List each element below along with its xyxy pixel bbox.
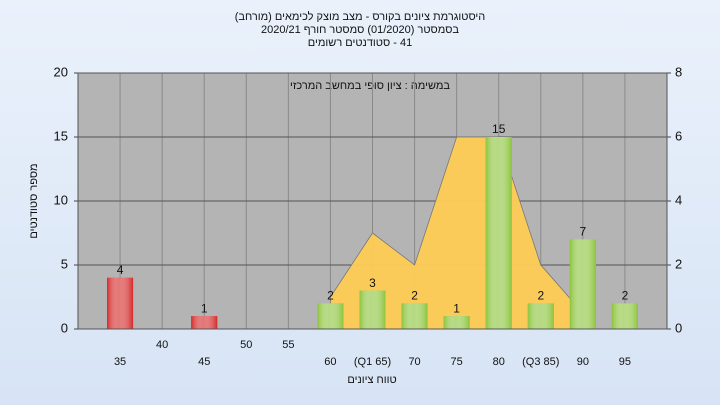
data-label: 2: [327, 289, 334, 303]
bar-shine: [317, 303, 344, 329]
x-tick-label: 95: [619, 356, 631, 368]
y-tick-label: 10: [54, 192, 68, 207]
annotation: במשימה : ציון סופי במחשב המרכזי: [290, 80, 450, 92]
y-axis-label: מספר סטודנטים: [28, 163, 40, 238]
y-tick-label: 20: [54, 64, 68, 79]
x-tick-label: 45: [198, 356, 210, 368]
data-label: 1: [201, 301, 208, 315]
y2-tick-label: 2: [675, 256, 682, 271]
data-label: 3: [369, 276, 376, 290]
x-tick-label: 80: [493, 356, 505, 368]
bar-shine: [611, 303, 638, 329]
y-tick-label: 0: [61, 320, 68, 335]
bar-shine: [443, 316, 470, 329]
bar-shine: [485, 137, 512, 329]
plot-border: [77, 72, 668, 330]
data-label: 4: [117, 263, 124, 277]
y2-tick-label: 0: [675, 320, 682, 335]
title-line: היסטוגרמת ציונים בקורס - מצב מוצק לכימאי…: [235, 10, 486, 23]
title-line: בסמסטר (01/2020) סמסטר חורף 2020/21: [261, 24, 459, 36]
x-tick-label: 40: [156, 339, 168, 351]
y-tick-label: 15: [54, 128, 68, 143]
y2-tick-label: 4: [675, 192, 682, 207]
x-tick-label: 90: [577, 356, 589, 368]
bar-shine: [569, 239, 596, 329]
data-label: 15: [492, 122, 506, 136]
data-label: 7: [580, 225, 587, 239]
x-tick-label: 35: [114, 356, 126, 368]
data-label: 2: [411, 289, 418, 303]
x-axis-label: טווח ציונים: [347, 374, 396, 386]
data-label: 2: [622, 289, 629, 303]
bar-shine: [527, 303, 554, 329]
x-tick-label: 50: [240, 339, 252, 351]
bar-shine: [107, 277, 134, 329]
data-label: 2: [537, 289, 544, 303]
x-tick-label: 70: [408, 356, 420, 368]
x-tick-label: 60: [324, 356, 336, 368]
y2-tick-label: 8: [675, 64, 682, 79]
bar-shine: [191, 316, 218, 329]
bar-shine: [359, 290, 386, 329]
data-label: 1: [453, 301, 460, 315]
y2-tick-label: 6: [675, 128, 682, 143]
title-line: 41 - סטודנטים רשומים: [308, 37, 412, 49]
x-tick-label: 55: [282, 339, 294, 351]
x-tick-label: (Q1 65): [354, 356, 391, 368]
x-tick-label: (Q3 85): [522, 356, 559, 368]
bar-shine: [401, 303, 428, 329]
y-tick-label: 5: [61, 256, 68, 271]
x-tick-label: 75: [451, 356, 463, 368]
